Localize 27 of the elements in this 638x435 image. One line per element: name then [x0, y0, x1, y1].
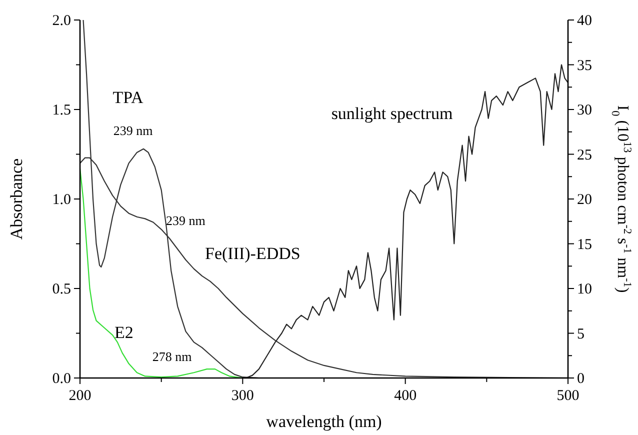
- series-label: sunlight spectrum: [331, 104, 453, 123]
- y2-tick-label: 10: [577, 282, 592, 298]
- y2-tick-label: 5: [577, 326, 584, 342]
- x-tick-label: 500: [556, 388, 580, 404]
- series-label: Fe(III)-EDDS: [205, 244, 300, 263]
- x-tick-label: 200: [68, 388, 92, 404]
- y-tick-label: 0.0: [52, 371, 71, 387]
- y2-tick-label: 40: [577, 13, 592, 29]
- annotation: 239 nm: [113, 123, 153, 138]
- y-tick-label: 1.5: [52, 102, 71, 118]
- y-tick-label: 2.0: [52, 13, 71, 29]
- y2-tick-label: 15: [577, 236, 592, 253]
- y-tick-label: 1.0: [52, 192, 71, 208]
- y2-tick-label: 35: [577, 58, 592, 74]
- x-tick-label: 400: [394, 388, 417, 404]
- x-axis-title: wavelength (nm): [266, 412, 382, 431]
- y-axis-title: Absorbance: [7, 158, 26, 240]
- series-label: TPA: [112, 88, 144, 107]
- y2-tick-label: 0: [577, 371, 584, 387]
- series-label: E2: [114, 323, 134, 342]
- annotation: 239 nm: [166, 213, 206, 228]
- x-tick-label: 300: [231, 388, 254, 404]
- y2-tick-label: 30: [577, 102, 592, 118]
- y2-tick-label: 20: [577, 192, 592, 208]
- y2-tick-label: 25: [577, 147, 592, 164]
- y-tick-label: 0.5: [52, 282, 71, 298]
- annotation: 278 nm: [152, 349, 192, 364]
